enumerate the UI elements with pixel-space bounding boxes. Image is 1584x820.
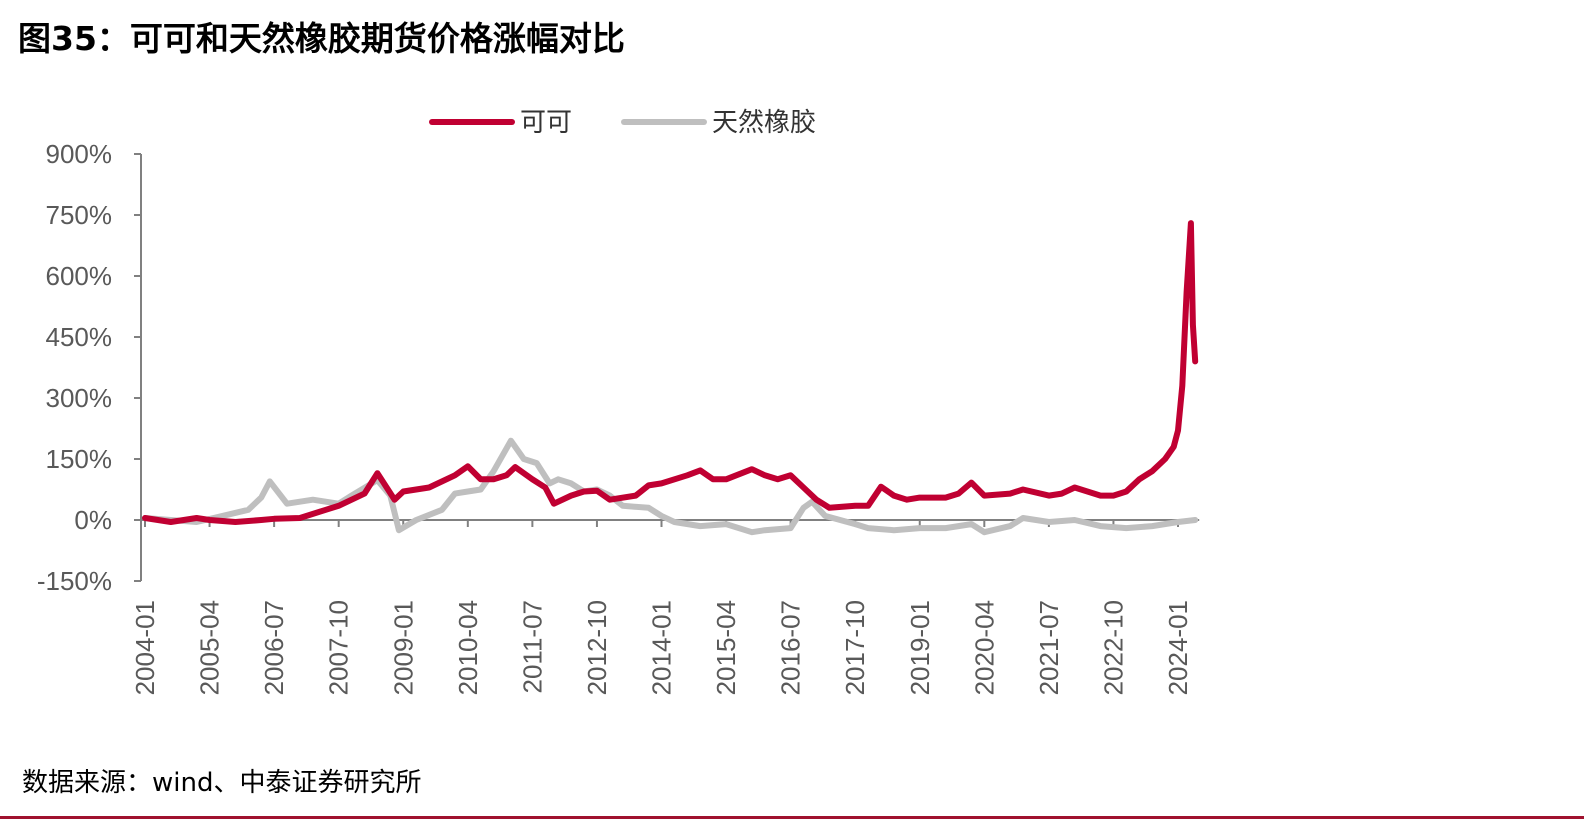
x-tick-label: 2014-01 [647, 600, 677, 695]
source-note: 数据来源：wind、中泰证券研究所 [22, 768, 422, 798]
x-axis: 2004-01 2005-04 2006-07 2007-10 2009-01 2010-… [130, 519, 1200, 695]
x-tick-label: 2015-04 [711, 600, 741, 695]
x-tick-label: 2017-10 [840, 600, 870, 695]
x-tick-label: 2004-01 [130, 600, 160, 695]
series-line-rubber [142, 437, 1199, 536]
y-tick-label: 0% [74, 505, 112, 535]
x-tick-label: 2005-04 [195, 600, 225, 695]
y-tick-label: 900% [46, 139, 113, 169]
y-tick-label: 300% [46, 383, 113, 413]
x-tick-label: 2007-10 [324, 600, 354, 695]
bottom-rule [0, 816, 1584, 819]
x-tick-label: 2021-07 [1034, 600, 1064, 695]
x-tick-label: 2024-01 [1163, 600, 1193, 695]
x-tick-label: 2020-04 [969, 600, 999, 695]
y-tick-label: 600% [46, 261, 113, 291]
y-tick-label: 150% [46, 444, 113, 474]
legend-label-cocoa: 可可 [520, 108, 572, 138]
legend-label-rubber: 天然橡胶 [712, 108, 816, 138]
y-tick-label: 450% [46, 322, 113, 352]
x-tick-label: 2011-07 [517, 600, 547, 694]
x-tick-label: 2016-07 [776, 600, 806, 695]
series-group [142, 220, 1199, 536]
x-tick-label: 2019-01 [905, 600, 935, 695]
y-tick-label: -150% [37, 566, 112, 596]
x-tick-label: 2012-10 [582, 600, 612, 695]
chart-title: 图35：可可和天然橡胶期货价格涨幅对比 [18, 19, 625, 58]
x-tick-label: 2006-07 [259, 600, 289, 695]
series-line-cocoa [142, 220, 1199, 525]
x-tick-label: 2009-01 [388, 600, 418, 695]
x-tick-label: 2010-04 [453, 600, 483, 695]
legend: 可可 天然橡胶 [429, 108, 816, 138]
y-tick-label: 750% [46, 200, 113, 230]
y-axis: -150% 0% 150% 300% 450% 600% 750% 900% [37, 139, 142, 596]
x-tick-label: 2022-10 [1098, 600, 1128, 695]
